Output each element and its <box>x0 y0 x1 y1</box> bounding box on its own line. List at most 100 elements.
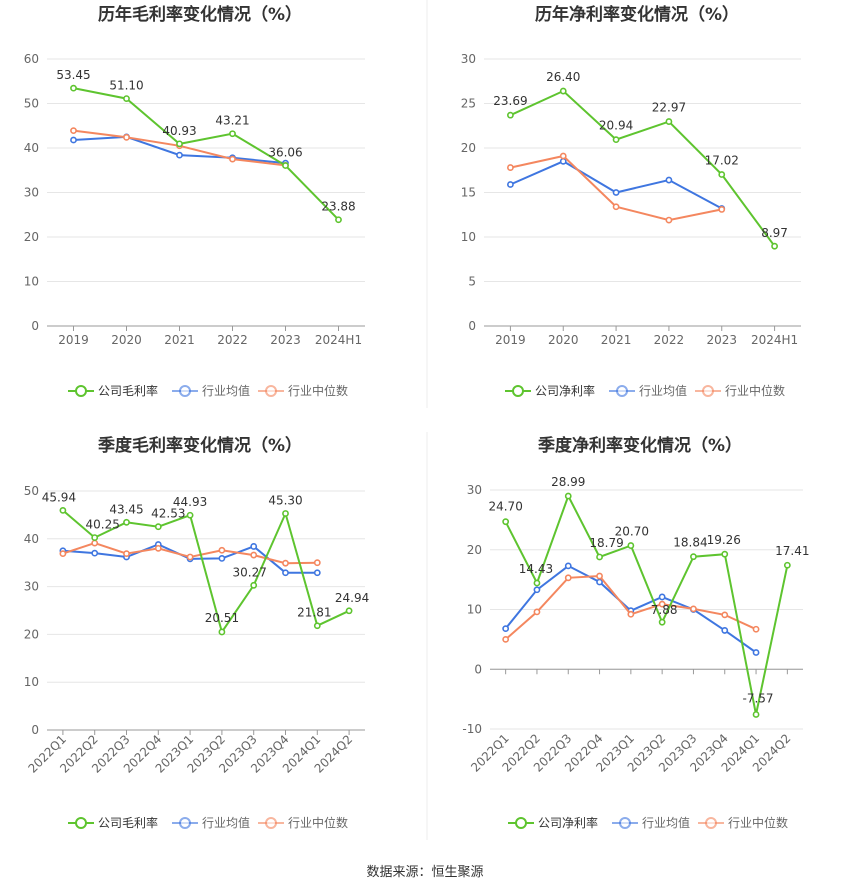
y-tick-label: 50 <box>24 97 39 111</box>
legend-label: 行业中位数 <box>288 815 348 830</box>
y-tick-label: 60 <box>24 52 39 66</box>
x-tick-label: 2024H1 <box>751 333 798 347</box>
data-point-company <box>752 711 760 718</box>
data-point-industry_median <box>627 610 635 618</box>
data-label: 23.69 <box>493 94 527 108</box>
data-label: 36.06 <box>268 146 302 160</box>
series-line-company <box>504 493 789 715</box>
legend-marker <box>265 385 277 397</box>
chart-panel-4: 季度净利率变化情况（%）-1001020302022Q12022Q22022Q3… <box>462 435 809 830</box>
data-point-industry_median <box>721 611 729 619</box>
data-label: 14.43 <box>519 562 553 576</box>
x-tick-label: 2019 <box>495 333 526 347</box>
data-label: -7.57 <box>743 691 774 705</box>
legend-label: 公司净利率 <box>538 815 598 830</box>
y-tick-label: 30 <box>467 483 482 497</box>
data-point-company <box>502 518 510 526</box>
y-tick-label: 20 <box>461 141 476 155</box>
data-label: 18.79 <box>589 536 623 550</box>
data-point-company <box>70 84 77 92</box>
data-point-industry_avg <box>502 625 510 633</box>
legend-marker <box>265 817 277 829</box>
x-tick-label: 2020 <box>548 333 579 347</box>
data-point-industry_avg <box>218 554 226 562</box>
data-point-industry_median <box>123 550 130 558</box>
x-tick-label: 2022 <box>217 333 248 347</box>
data-label: 40.25 <box>86 518 120 532</box>
data-point-company <box>313 622 321 630</box>
data-label: 45.94 <box>42 490 76 504</box>
data-point-company <box>250 581 258 589</box>
y-tick-label: 0 <box>468 319 476 333</box>
y-tick-label: 0 <box>31 723 39 737</box>
y-tick-label: 30 <box>461 52 476 66</box>
x-tick-label: 2022 <box>654 333 685 347</box>
data-point-industry_median <box>186 553 194 561</box>
data-label: 24.94 <box>335 591 369 605</box>
chart-title: 季度净利率变化情况（%） <box>538 435 742 456</box>
data-label: 20.94 <box>599 119 633 133</box>
data-point-company <box>123 518 130 526</box>
series-line-industry_median <box>510 154 722 222</box>
chart-title: 历年毛利率变化情况（%） <box>98 4 302 25</box>
data-label: 28.99 <box>551 475 585 489</box>
legend-label: 行业中位数 <box>288 383 348 398</box>
data-point-industry_median <box>752 625 760 633</box>
legend-label: 行业均值 <box>639 383 687 398</box>
y-tick-label: 30 <box>24 186 39 200</box>
series-line-company <box>73 87 340 221</box>
data-point-company <box>771 242 778 250</box>
data-point-industry_median <box>690 605 697 613</box>
data-point-company <box>690 553 697 561</box>
data-point-industry_median <box>154 544 162 552</box>
legend-item-company: 公司毛利率 <box>68 815 158 830</box>
y-tick-label: 15 <box>461 186 476 200</box>
data-label: 17.02 <box>705 154 739 168</box>
data-point-industry_avg <box>564 562 572 570</box>
legend-label: 公司净利率 <box>535 383 595 398</box>
legend-item-industry_median: 行业中位数 <box>258 383 348 398</box>
data-point-industry_median <box>564 574 572 582</box>
data-point-industry_median <box>718 206 726 213</box>
data-point-industry_avg <box>665 176 673 184</box>
data-label: 51.10 <box>109 79 143 93</box>
data-label: 42.53 <box>151 507 185 521</box>
data-point-company <box>596 553 603 561</box>
legend-marker <box>702 385 714 397</box>
data-point-industry_median <box>559 152 567 160</box>
data-source-note: 数据来源：恒生聚源 <box>366 865 483 880</box>
data-label: 7.88 <box>651 603 678 617</box>
data-point-industry_median <box>59 550 67 558</box>
legend-item-industry_median: 行业中位数 <box>698 815 788 830</box>
y-tick-label: 10 <box>467 603 482 617</box>
data-point-company <box>559 87 567 95</box>
x-tick-label: 2023 <box>270 333 301 347</box>
y-tick-label: -10 <box>462 722 482 736</box>
data-point-company <box>665 118 673 125</box>
y-tick-label: 20 <box>24 230 39 244</box>
data-point-company <box>533 579 541 587</box>
data-point-company <box>627 542 635 549</box>
data-point-industry_median <box>70 127 77 135</box>
data-label: 20.70 <box>615 525 649 539</box>
chart-title: 历年净利率变化情况（%） <box>535 4 739 25</box>
series-line-company <box>62 509 350 635</box>
data-point-company <box>282 162 289 169</box>
data-point-company <box>154 523 162 531</box>
chart-panel-2: 历年净利率变化情况（%） 0 5 10 15 20 25 30 2019 2020 2021 2022… <box>461 4 801 398</box>
data-point-industry_avg <box>658 593 666 601</box>
legend-label: 公司毛利率 <box>98 383 158 398</box>
data-point-industry_median <box>665 216 673 224</box>
y-tick-label: 20 <box>24 627 39 641</box>
series-line-company <box>509 89 776 247</box>
data-point-industry_median <box>91 539 99 547</box>
data-label: 22.97 <box>652 101 686 115</box>
data-point-industry_avg <box>507 181 514 188</box>
legend-item-industry_median: 行业中位数 <box>695 383 785 398</box>
legend-marker <box>616 385 628 397</box>
data-label: 24.70 <box>488 500 522 514</box>
legend-item-industry_avg: 行业均值 <box>609 383 687 398</box>
data-point-industry_avg <box>612 189 620 196</box>
data-point-industry_avg <box>70 136 77 144</box>
